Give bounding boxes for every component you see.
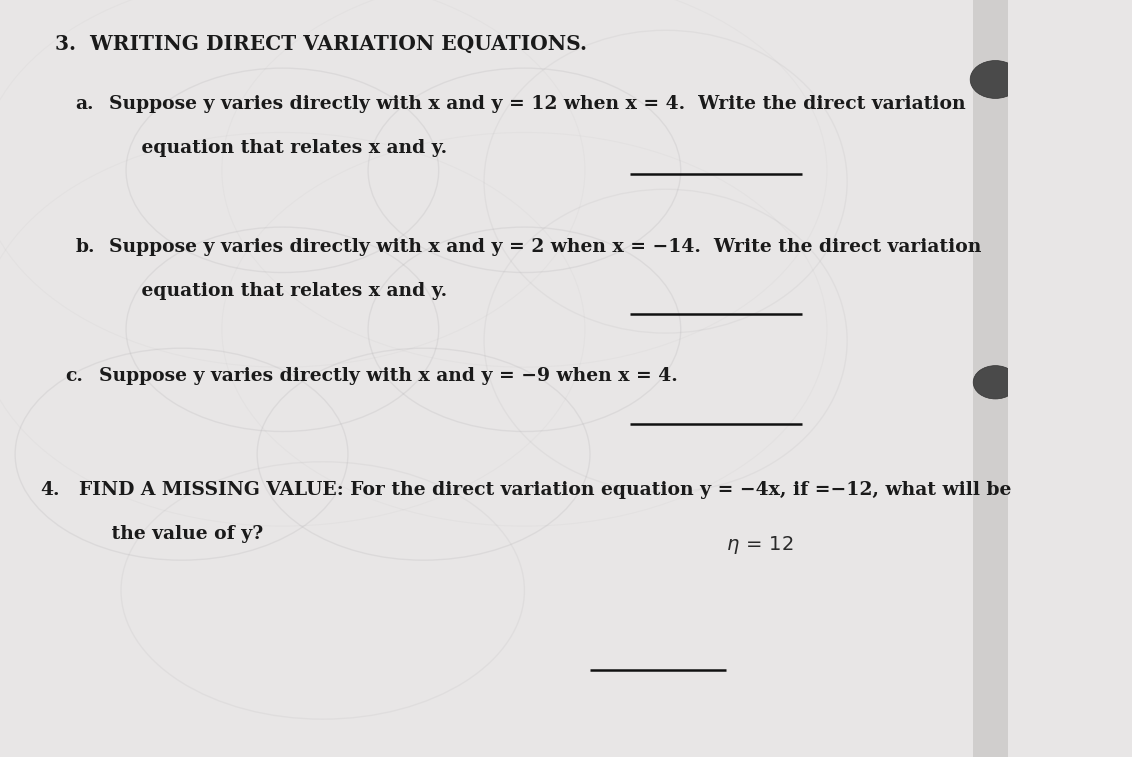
Text: equation that relates x and y.: equation that relates x and y. <box>109 139 447 157</box>
Text: 4.: 4. <box>41 481 60 499</box>
Text: $\eta\,{=}\,12$: $\eta\,{=}\,12$ <box>726 534 794 556</box>
Bar <box>974 0 1009 757</box>
Text: b.: b. <box>76 238 95 257</box>
Text: Suppose y varies directly with x and y = −9 when x = 4.: Suppose y varies directly with x and y =… <box>98 367 678 385</box>
Text: a.: a. <box>76 95 94 113</box>
Text: Suppose y varies directly with x and y = 2 when x = −14.  Write the direct varia: Suppose y varies directly with x and y =… <box>109 238 981 257</box>
Text: c.: c. <box>66 367 84 385</box>
Text: the value of y?: the value of y? <box>78 525 263 543</box>
Text: FIND A MISSING VALUE: For the direct variation equation y = −4x, if =−12, what w: FIND A MISSING VALUE: For the direct var… <box>78 481 1011 499</box>
Text: 3.  WRITING DIRECT VARIATION EQUATIONS.: 3. WRITING DIRECT VARIATION EQUATIONS. <box>55 34 588 54</box>
Circle shape <box>974 366 1018 399</box>
Text: Suppose y varies directly with x and y = 12 when x = 4.  Write the direct variat: Suppose y varies directly with x and y =… <box>109 95 966 113</box>
Text: equation that relates x and y.: equation that relates x and y. <box>109 282 447 301</box>
Circle shape <box>970 61 1021 98</box>
